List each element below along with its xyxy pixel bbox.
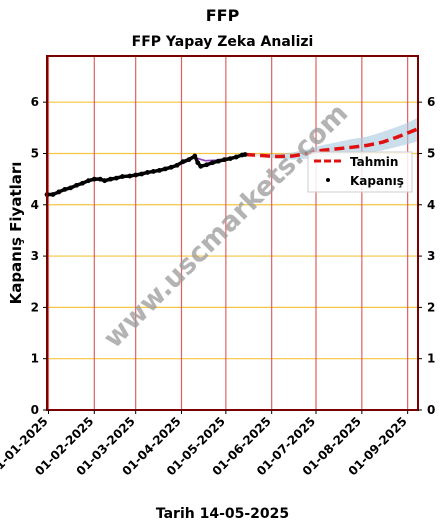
forecast-band [245,117,418,160]
kapanis-point-33 [233,154,239,160]
x-axis: 01-01-202501-02-202501-03-202501-04-2025… [0,410,410,478]
y-tick-label-right-5: 5 [427,146,435,160]
series-kapanis-trace [47,152,246,197]
kapanis-point-5 [74,182,79,188]
kapanis-point-21 [168,164,174,170]
kapanis-point-30 [216,158,221,164]
kapanis-point-9 [97,176,103,182]
kapanis-point-20 [162,166,168,172]
kapanis-point-2 [56,189,62,195]
y-tick-label-left-2: 2 [31,300,39,314]
kapanis-point-29 [210,160,215,166]
y-tick-label-left-1: 1 [31,352,39,366]
y-tick-label-left-4: 4 [31,198,39,212]
kapanis-point-27 [198,163,204,169]
kapanis-point-10 [102,178,108,184]
kapanis-point-4 [68,185,74,191]
kapanis-point-14 [127,173,133,179]
kapanis-point-17 [145,170,150,175]
y-tick-label-left-3: 3 [31,249,39,263]
y-tick-label-right-6: 6 [427,95,435,109]
kapanis-point-26 [195,160,201,166]
kapanis-point-18 [151,169,156,174]
kapanis-point-12 [114,175,119,181]
y-tick-label-left-6: 6 [31,95,39,109]
y-tick-label-right-1: 1 [427,352,435,366]
kapanis-point-1 [50,192,56,197]
kapanis-point-6 [80,180,85,186]
y-tick-label-right-0: 0 [427,403,435,417]
chart-title: FFP [205,6,240,25]
y-axis-left: 0 1 2 3 4 5 6 [31,95,47,417]
kapanis-point-28 [204,162,210,168]
kapanis-point-8 [91,176,97,182]
kapanis-point-15 [133,172,139,178]
kapanis-point-3 [62,186,68,192]
kapanis-point-13 [119,174,125,179]
y-tick-label-right-2: 2 [427,300,435,314]
kapanis-point-19 [156,168,162,173]
kapanis-point-32 [227,156,233,162]
y-tick-label-right-4: 4 [427,198,435,212]
vertical-gridlines [47,56,409,410]
y-tick-label-right-3: 3 [427,249,435,263]
legend-label-kapanis: Kapanış [350,174,404,188]
y-tick-label-left-0: 0 [31,403,39,417]
kapanis-point-25 [192,153,198,159]
kapanis-point-31 [221,157,227,163]
series-tahmin-line [244,127,419,159]
legend-box [307,151,413,193]
kapanis-point-35 [242,152,248,157]
closing-dots [44,152,248,197]
plot-frame [46,55,419,411]
legend: Tahmin Kapanış [307,151,413,193]
legend-label-tahmin: Tahmin [350,155,398,169]
y-tick-label-left-5: 5 [31,146,39,160]
kapanis-point-16 [139,171,144,177]
kapanis-point-23 [180,159,186,165]
footer-date: Tarih 14-05-2025 [155,506,290,522]
chart-subtitle: FFP Yapay Zeka Analizi [131,34,314,50]
kapanis-point-22 [174,162,180,168]
forecast-band-area [245,117,418,160]
kapanis-point-7 [85,178,91,184]
y-axis-label: Kapanış Fiyatları [7,162,25,305]
legend-swatch-kapanis [326,178,330,182]
kapanis-point-11 [108,176,113,182]
kapanis-point-24 [186,157,192,163]
y-axis-right: 0 1 2 3 4 5 6 [418,95,435,417]
